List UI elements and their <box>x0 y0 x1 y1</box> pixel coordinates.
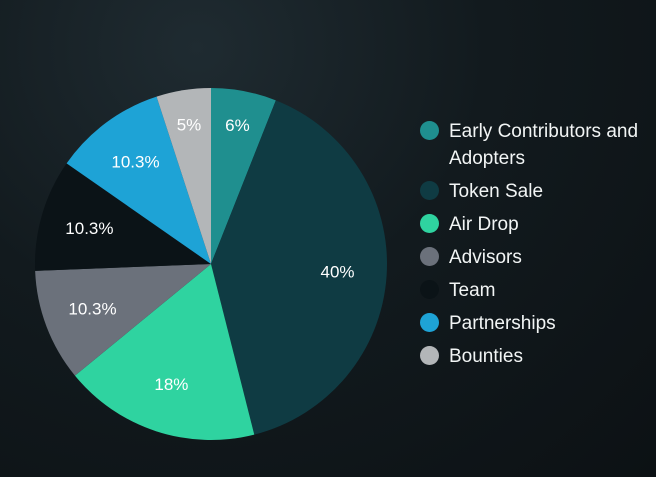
legend-item-team: Team <box>420 277 650 304</box>
legend-label: Advisors <box>449 247 522 268</box>
pie-slice-air-drop <box>74 264 255 440</box>
chart-legend: Early Contributors and Adopters Token Sal… <box>420 118 650 370</box>
pie-slice-partnerships <box>66 96 211 264</box>
legend-label: Air Drop <box>449 214 519 235</box>
legend-swatch <box>420 247 439 266</box>
slice-label-bounties: 5% <box>177 115 202 134</box>
legend-swatch <box>420 346 439 365</box>
legend-label: Token Sale <box>449 181 544 202</box>
legend-label: Early Contributors and Adopters <box>449 121 639 169</box>
pie-slice-advisors <box>35 264 212 376</box>
legend-swatch <box>420 181 439 200</box>
slice-label-partnerships: 10.3% <box>111 153 159 172</box>
legend-item-token-sale: Token Sale <box>420 178 650 205</box>
pie-slice-bounties <box>156 88 211 264</box>
pie-slice-early-contributors-and-adopters <box>211 88 276 264</box>
pie-slice-team <box>34 163 211 271</box>
legend-label: Team <box>449 280 496 301</box>
legend-item-bounties: Bounties <box>420 343 650 370</box>
slice-label-token-sale: 40% <box>320 263 354 282</box>
slice-label-team: 10.3% <box>65 219 113 238</box>
legend-label: Partnerships <box>449 313 556 334</box>
pie-slice-token-sale <box>211 100 387 435</box>
legend-item-advisors: Advisors <box>420 244 650 271</box>
slice-label-air-drop: 18% <box>154 375 188 394</box>
legend-item-air-drop: Air Drop <box>420 211 650 238</box>
legend-item-early-contributors-and-adopters: Early Contributors and Adopters <box>420 118 650 172</box>
legend-label: Bounties <box>449 346 523 367</box>
legend-swatch <box>420 313 439 332</box>
legend-item-partnerships: Partnerships <box>420 310 650 337</box>
legend-swatch <box>420 121 439 140</box>
slice-label-early-contributors-and-adopters: 6% <box>225 116 250 135</box>
legend-swatch <box>420 214 439 233</box>
legend-swatch <box>420 280 439 299</box>
slice-label-advisors: 10.3% <box>68 300 116 319</box>
